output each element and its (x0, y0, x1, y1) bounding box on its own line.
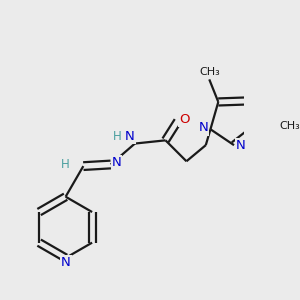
Text: N: N (112, 156, 122, 170)
Text: CH₃: CH₃ (279, 121, 300, 131)
Text: N: N (199, 122, 208, 134)
Text: N: N (125, 130, 135, 143)
Text: H: H (113, 130, 122, 143)
Text: CH₃: CH₃ (199, 67, 220, 77)
Text: N: N (61, 256, 70, 268)
Text: H: H (61, 158, 70, 171)
Text: N: N (236, 139, 246, 152)
Text: O: O (179, 113, 189, 126)
